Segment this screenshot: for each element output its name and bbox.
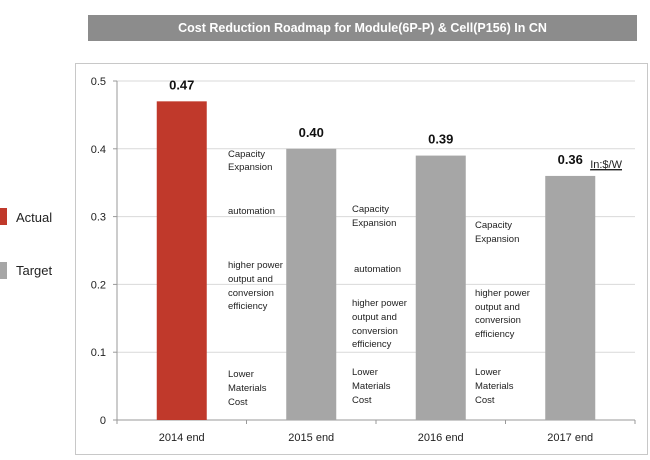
annotation-text: Capacity — [228, 149, 265, 160]
bar-2015-end — [286, 148, 337, 421]
annotation-text: Capacity — [475, 220, 512, 231]
annotation-text: Expansion — [475, 234, 519, 245]
annotation-text: Materials — [228, 383, 267, 394]
annotation-text: higher power — [352, 298, 407, 309]
x-tick-label: 2015 end — [288, 432, 334, 444]
value-label: 0.40 — [299, 125, 324, 140]
annotation-text: automation — [354, 264, 401, 275]
annotation-text: efficiency — [228, 301, 268, 312]
annotation-text: output and — [228, 274, 273, 285]
x-tick-label: 2016 end — [418, 432, 464, 444]
annotation-text: higher power — [475, 288, 530, 299]
legend-label-target: Target — [16, 263, 53, 278]
y-tick-label: 0.3 — [91, 212, 106, 224]
x-tick-label: 2014 end — [159, 432, 205, 444]
value-label: 0.47 — [169, 77, 194, 92]
annotation-text: Lower — [228, 369, 254, 380]
annotation-text: Materials — [475, 381, 514, 392]
annotation-text: higher power — [228, 260, 283, 271]
annotation-text: Capacity — [352, 204, 389, 215]
legend-swatch-target — [0, 262, 7, 279]
annotation-text: Lower — [475, 367, 501, 378]
y-tick-label: 0.5 — [91, 76, 106, 88]
annotation-text: Materials — [352, 381, 391, 392]
y-tick-label: 0.1 — [91, 347, 106, 359]
y-tick-label: 0 — [100, 415, 106, 427]
unit-label: In:$/W — [590, 159, 622, 171]
bar-2017-end — [545, 175, 596, 420]
x-tick-label: 2017 end — [547, 432, 593, 444]
annotation-text: Expansion — [228, 162, 272, 173]
annotation-text: efficiency — [352, 339, 392, 350]
value-label: 0.39 — [428, 132, 453, 147]
value-label: 0.36 — [558, 152, 583, 167]
chart-frame — [75, 63, 648, 455]
annotation-text: conversion — [228, 288, 274, 299]
annotation-text: Cost — [475, 395, 495, 406]
annotation-text: output and — [352, 312, 397, 323]
y-tick-label: 0.4 — [91, 144, 106, 156]
bar-2016-end — [415, 155, 466, 420]
annotation-text: output and — [475, 302, 520, 313]
annotation-text: Cost — [228, 397, 248, 408]
annotation-text: conversion — [475, 315, 521, 326]
bar-2014-end — [156, 101, 207, 420]
legend-swatch-actual — [0, 208, 7, 225]
y-tick-label: 0.2 — [91, 279, 106, 291]
annotation-text: Expansion — [352, 218, 396, 229]
annotation-text: automation — [228, 206, 275, 217]
annotation-text: conversion — [352, 326, 398, 337]
chart-title: Cost Reduction Roadmap for Module(6P-P) … — [88, 15, 637, 41]
annotation-text: Lower — [352, 367, 378, 378]
legend-label-actual: Actual — [16, 210, 53, 225]
annotation-text: efficiency — [475, 329, 515, 340]
annotation-text: Cost — [352, 395, 372, 406]
